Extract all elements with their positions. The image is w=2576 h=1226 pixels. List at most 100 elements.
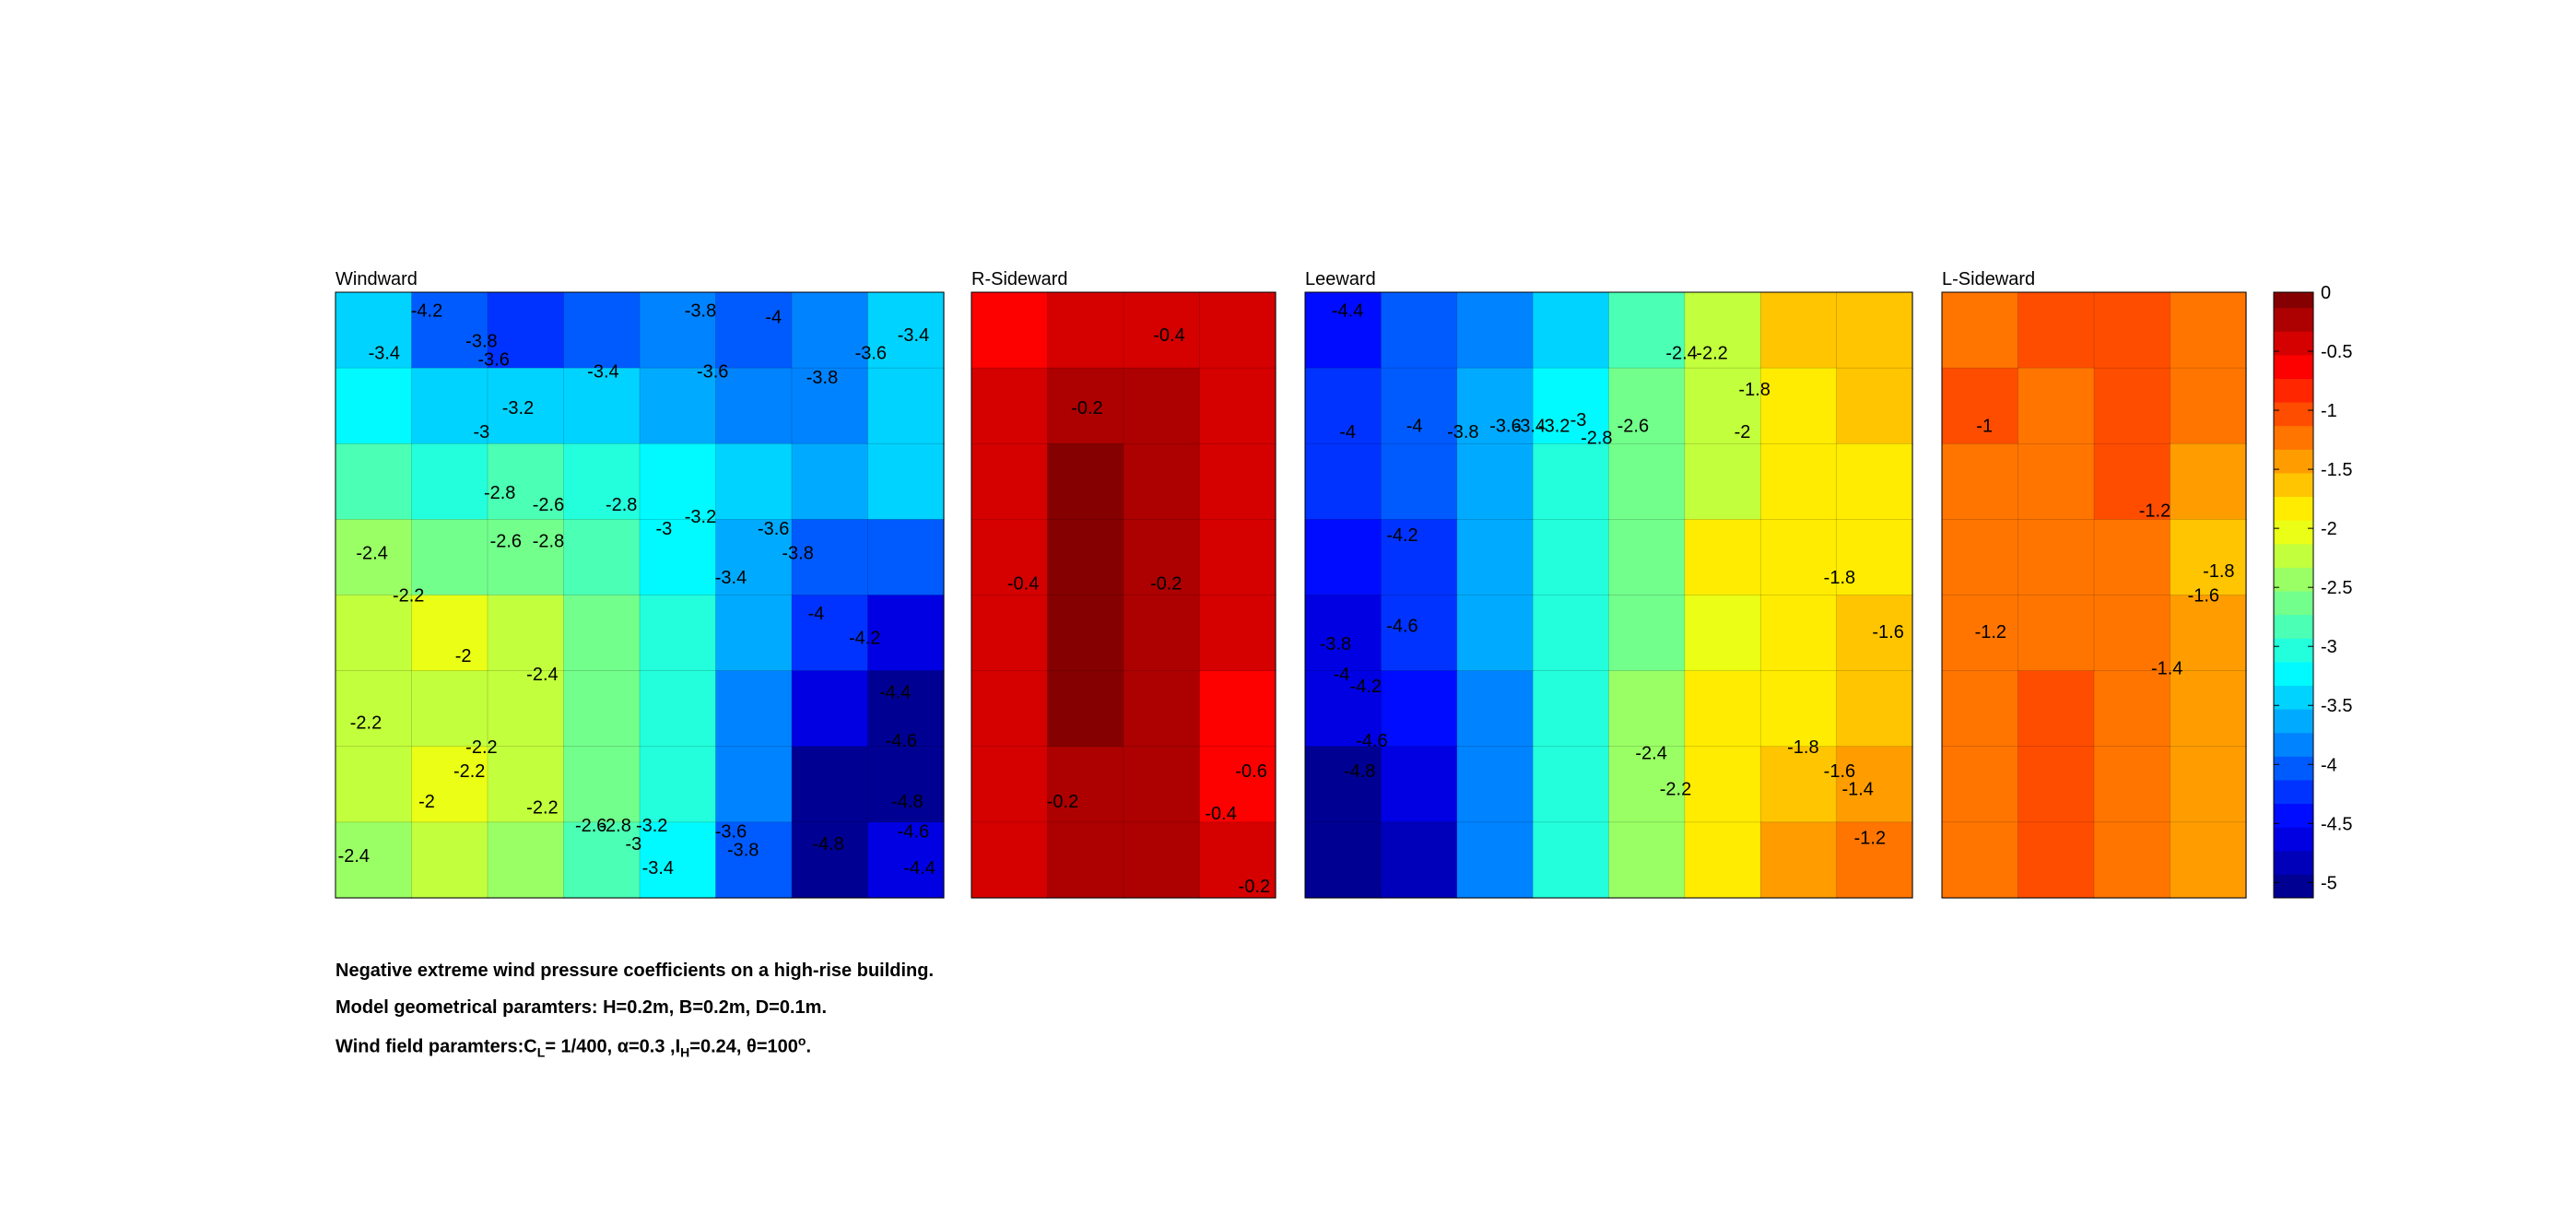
- cell: [1608, 746, 1686, 823]
- cell: [1047, 291, 1124, 369]
- contour-label: -4: [765, 307, 782, 327]
- contour-label: -4: [1406, 417, 1423, 437]
- cell: [1684, 821, 1762, 899]
- cell: [411, 519, 488, 596]
- contour-label: -3.6: [715, 822, 747, 843]
- cell: [715, 821, 793, 899]
- cell: [2017, 821, 2095, 899]
- cell: [1456, 442, 1534, 521]
- contour-label: -1.2: [1975, 622, 2006, 642]
- contour-label: -3.2: [1538, 417, 1570, 437]
- cell: [1608, 291, 1686, 369]
- axes-frame: [1941, 291, 2247, 899]
- contour-label: -4: [1339, 422, 1356, 442]
- contour-label: -3.8: [727, 840, 759, 860]
- cell: [1759, 519, 1838, 596]
- cell: [1532, 442, 1610, 521]
- colorbar-tick-label: -1.5: [2321, 460, 2352, 480]
- cell: [639, 595, 717, 672]
- cell: [2093, 821, 2171, 899]
- contour-label: -4.2: [411, 301, 442, 322]
- cell: [1199, 595, 1276, 672]
- cell: [1836, 746, 1913, 823]
- contour-label: -1.6: [2188, 586, 2219, 607]
- contour-label: -2.4: [338, 846, 370, 866]
- cell: [335, 442, 413, 521]
- cell: [970, 821, 1049, 899]
- contour-label: -3.6: [477, 349, 509, 370]
- cell: [1684, 595, 1762, 672]
- cell: [1836, 367, 1913, 445]
- contour-label: -3.8: [806, 368, 838, 388]
- contour-label: -4.8: [1344, 761, 1375, 782]
- cell: [1304, 442, 1382, 521]
- cell: [639, 670, 717, 748]
- contour-label: -2.6: [490, 531, 522, 551]
- cell: [1381, 821, 1458, 899]
- cell: [1381, 746, 1458, 823]
- cell: [1759, 746, 1838, 823]
- contour-label: -2.4: [1635, 743, 1666, 763]
- contour-label: -1.6: [1872, 622, 1903, 642]
- colorbar-band: [2274, 425, 2313, 450]
- cell: [1123, 367, 1201, 445]
- contour-label: -2: [455, 646, 472, 666]
- contour-label: -4.4: [903, 858, 935, 878]
- contour-label: -3: [1570, 410, 1587, 430]
- cell: [1199, 746, 1276, 823]
- cell: [411, 746, 488, 823]
- cell: [639, 821, 717, 899]
- colorbar-band: [2274, 732, 2313, 757]
- cell: [2017, 670, 2095, 748]
- contour-label: -3.8: [465, 332, 497, 352]
- cell: [1199, 367, 1276, 445]
- cell: [487, 821, 565, 899]
- cell: [867, 442, 945, 521]
- colorbar-tick-label: -5: [2321, 873, 2337, 893]
- cell: [1456, 291, 1534, 369]
- cell: [1123, 291, 1201, 369]
- cell: [639, 367, 717, 445]
- caption-line: Negative extreme wind pressure coefficie…: [335, 961, 935, 981]
- cell: [1608, 367, 1686, 445]
- contour-label: -2.8: [484, 483, 515, 503]
- cell: [1456, 821, 1534, 899]
- contour-label: -4.4: [879, 683, 911, 703]
- colorbar-frame: [2273, 291, 2314, 899]
- contour-label: -0.2: [1047, 792, 1078, 812]
- contour-label: -3.6: [697, 361, 728, 382]
- colorbar-band: [2274, 543, 2313, 568]
- contour-label: -3.6: [1489, 417, 1521, 437]
- cell: [335, 595, 413, 672]
- cell: [791, 291, 869, 369]
- caption-subscript: H: [680, 1044, 690, 1060]
- cell: [1456, 746, 1534, 823]
- cell: [1199, 519, 1276, 596]
- cell: [1608, 670, 1686, 748]
- colorbar-band: [2274, 614, 2313, 639]
- cell: [1941, 442, 2019, 521]
- colorbar-band: [2274, 827, 2313, 852]
- colorbar-tick-label: -2: [2321, 519, 2337, 539]
- cell: [1684, 367, 1762, 445]
- contour-label: -0.2: [1150, 573, 1182, 594]
- colorbar-band: [2274, 591, 2313, 616]
- cell: [1759, 670, 1838, 748]
- colorbar-band: [2274, 378, 2313, 403]
- cell: [2093, 670, 2171, 748]
- caption-text: = 1/400, α=0.3 ,I: [545, 1036, 681, 1057]
- cell: [1047, 670, 1124, 748]
- colorbar-tick-label: -4.5: [2321, 814, 2352, 834]
- cell: [563, 670, 641, 748]
- cell: [1759, 291, 1838, 369]
- cell: [2170, 519, 2247, 596]
- panel-title: L-Sideward: [1942, 269, 2035, 289]
- caption-line: Wind field paramters:CL= 1/400, α=0.3 ,I…: [335, 1033, 811, 1060]
- cell: [791, 821, 869, 899]
- cell: [2170, 291, 2247, 369]
- colorbar-band: [2274, 496, 2313, 521]
- cell: [1941, 746, 2019, 823]
- panel-title: Windward: [335, 269, 418, 289]
- colorbar-band: [2274, 520, 2313, 545]
- cell: [1608, 519, 1686, 596]
